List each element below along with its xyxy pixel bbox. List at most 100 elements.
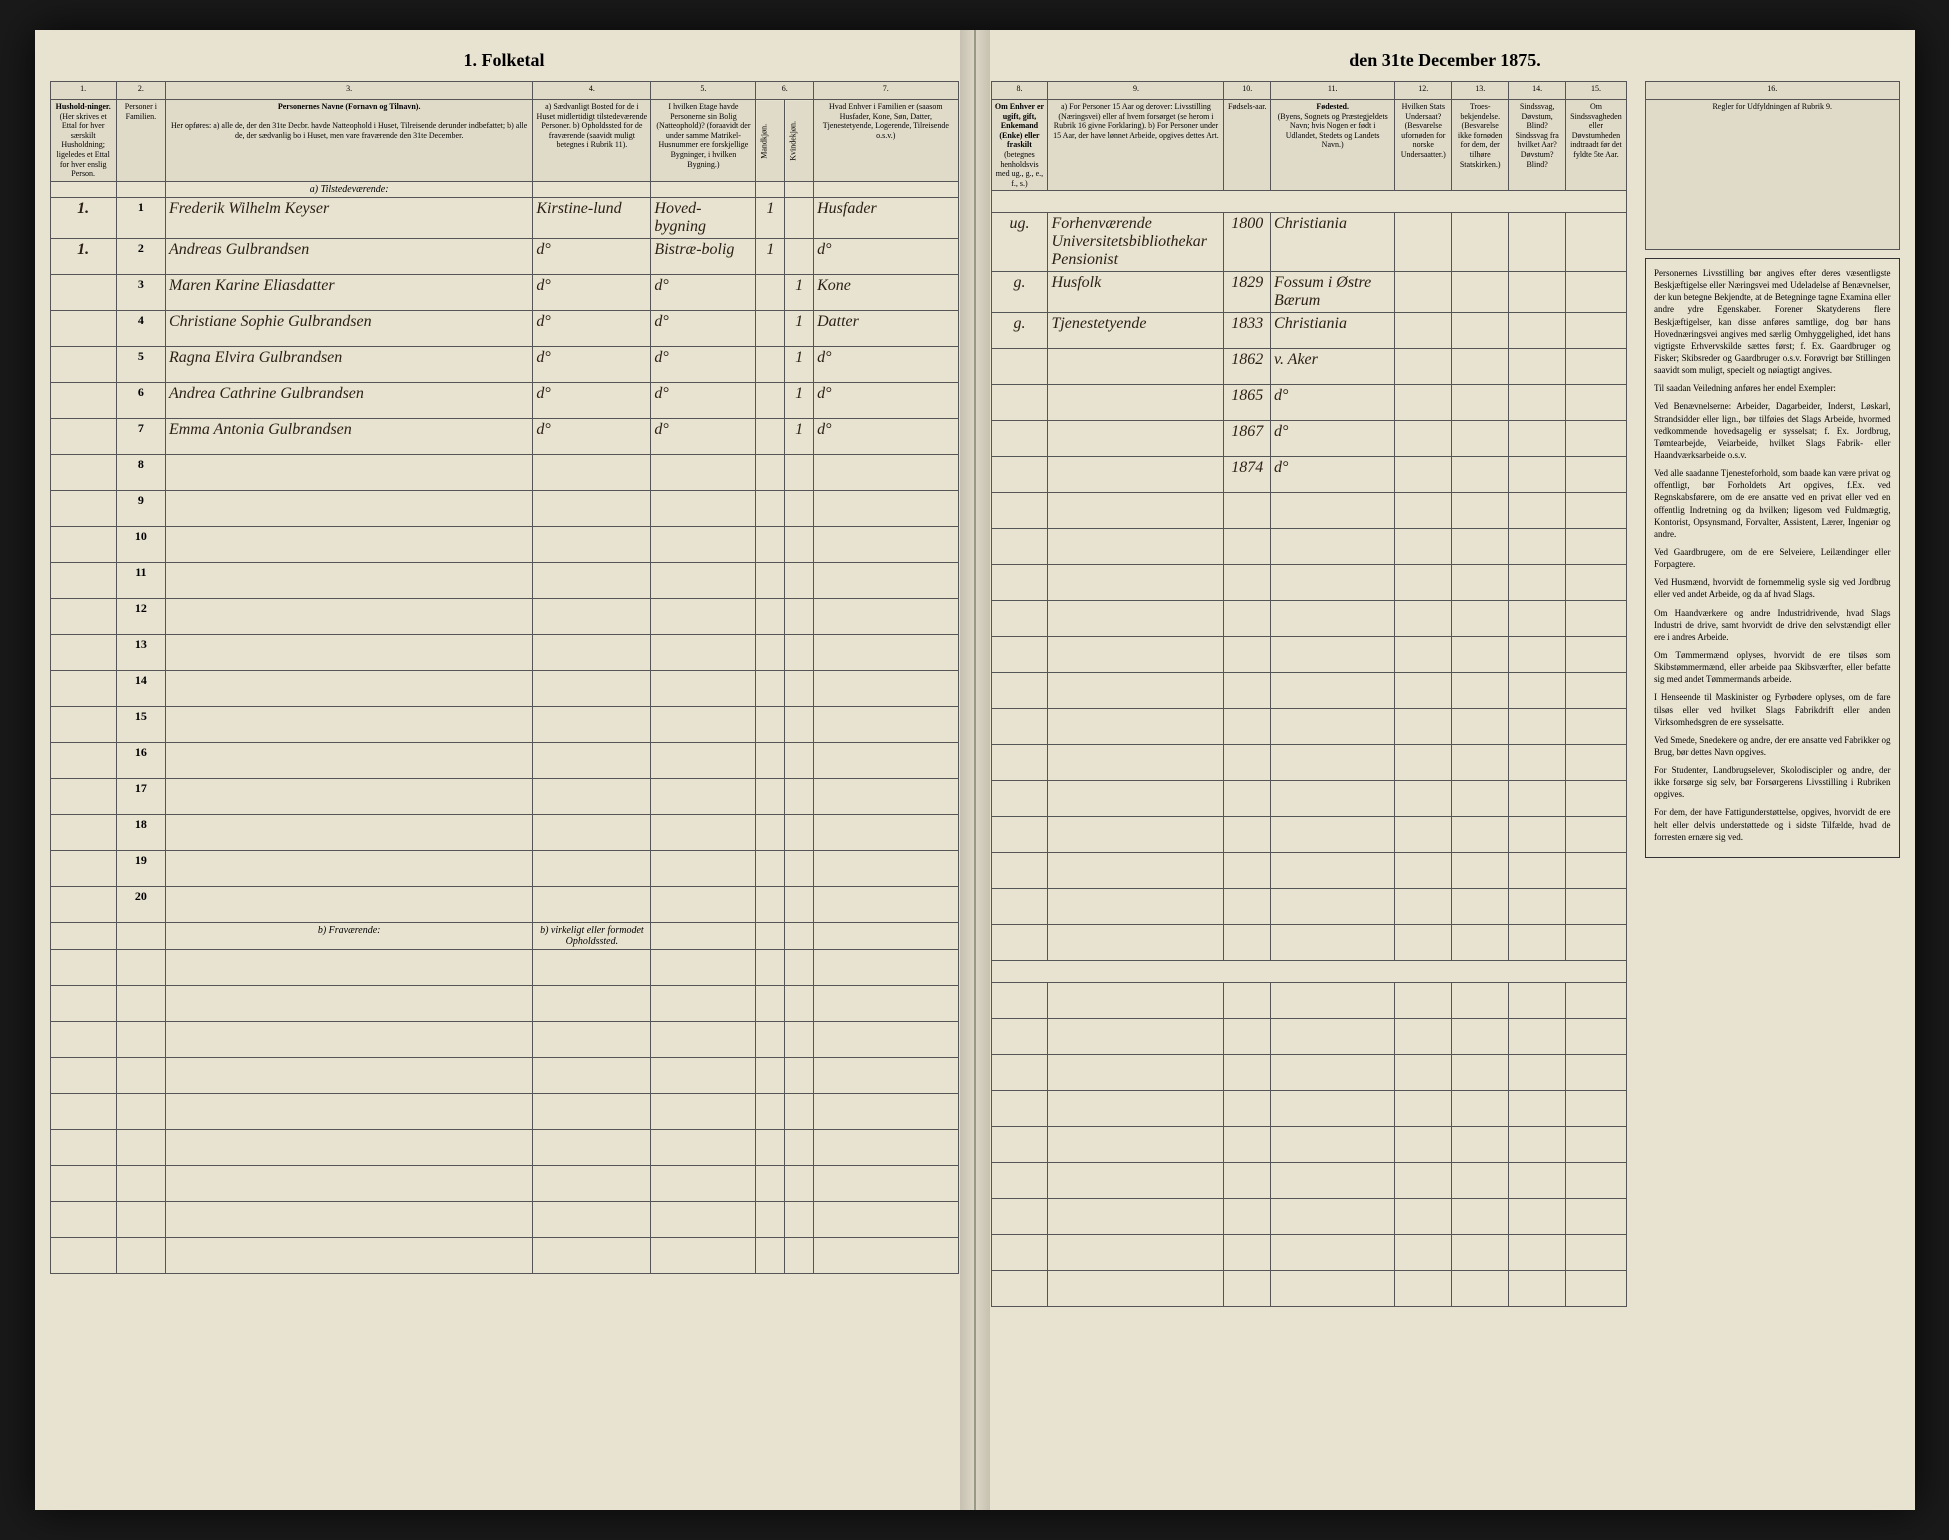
h3: Personernes Navne (Fornavn og Tilnavn).H… xyxy=(165,100,532,182)
row-num: 20 xyxy=(116,886,165,922)
empty-row xyxy=(991,709,1626,745)
bosted: d° xyxy=(533,418,651,454)
rules-paragraph: For dem, der have Fattigunderstøttelse, … xyxy=(1654,806,1891,842)
table-row: 1862v. Aker xyxy=(991,349,1626,385)
col-1: 1. xyxy=(50,82,116,100)
person-num: 7 xyxy=(116,418,165,454)
left-page: 1. Folketal 1. 2. 3. 4. 5. 6. 7. Hushold… xyxy=(35,30,976,1510)
colnum-row-r: 8. 9. 10. 11. 12. 13. 14. 15. xyxy=(991,82,1626,100)
h8: Om Enhver er ugift, gift, Enkemand (Enke… xyxy=(991,100,1048,191)
kk: 1 xyxy=(785,310,814,346)
person-name: Emma Antonia Gulbrandsen xyxy=(165,418,532,454)
census-book: 1. Folketal 1. 2. 3. 4. 5. 6. 7. Hushold… xyxy=(35,30,1915,1510)
table-row: ug.Forhenværende Universitetsbibliotheka… xyxy=(991,213,1626,272)
empty-row xyxy=(50,1237,958,1273)
etage: d° xyxy=(651,382,756,418)
rules-paragraph: Om Tømmermænd oplyses, hvorvidt de ere t… xyxy=(1654,649,1891,685)
empty-row xyxy=(991,601,1626,637)
empty-row xyxy=(50,949,958,985)
empty-row xyxy=(50,1165,958,1201)
row-num: 17 xyxy=(116,778,165,814)
rules-box: Personernes Livsstilling bør angives eft… xyxy=(1645,258,1900,858)
h4: a) Sædvanligt Bosted for de i Huset midl… xyxy=(533,100,651,182)
row-num xyxy=(116,1057,165,1093)
section-b: b) Fraværende: xyxy=(165,922,532,949)
hushold-num xyxy=(50,382,116,418)
row-num: 18 xyxy=(116,814,165,850)
hushold-num: 1. xyxy=(50,238,116,274)
person-num: 2 xyxy=(116,238,165,274)
h16: Regler for Udfyldningen af Rubrik 9. xyxy=(1645,100,1899,250)
rules-paragraph: Ved Benævnelserne: Arbeider, Dagarbeider… xyxy=(1654,400,1891,461)
civil xyxy=(991,385,1048,421)
h15: Om Sindssvagheden eller Døvstumheden ind… xyxy=(1566,100,1627,191)
person-name: Andreas Gulbrandsen xyxy=(165,238,532,274)
row-num xyxy=(116,1201,165,1237)
rules-paragraph: Om Haandværkere og andre Industridrivend… xyxy=(1654,607,1891,643)
empty-row xyxy=(50,1093,958,1129)
birth-year: 1865 xyxy=(1224,385,1271,421)
empty-row xyxy=(991,1235,1626,1271)
col-3: 3. xyxy=(165,82,532,100)
h7: Hvad Enhver i Familien er (saasom Husfad… xyxy=(814,100,958,182)
etage: d° xyxy=(651,310,756,346)
row-num xyxy=(116,1021,165,1057)
colnum-row: 1. 2. 3. 4. 5. 6. 7. xyxy=(50,82,958,100)
bosted: d° xyxy=(533,274,651,310)
empty-row xyxy=(991,925,1626,961)
row-num: 16 xyxy=(116,742,165,778)
empty-row xyxy=(991,1127,1626,1163)
row-num xyxy=(116,985,165,1021)
hushold-num xyxy=(50,346,116,382)
empty-row: 18 xyxy=(50,814,958,850)
relation: d° xyxy=(814,238,958,274)
birth-place: Christiania xyxy=(1271,213,1395,272)
row-num xyxy=(116,1129,165,1165)
person-num: 5 xyxy=(116,346,165,382)
table-row: g.Husfolk1829Fossum i Østre Bærum xyxy=(991,272,1626,313)
empty-row xyxy=(991,1163,1626,1199)
occupation xyxy=(1048,385,1224,421)
col-12: 12. xyxy=(1395,82,1452,100)
kk: 1 xyxy=(785,274,814,310)
section-b-row: b) Fraværende: b) virkeligt eller formod… xyxy=(50,922,958,949)
empty-row: 17 xyxy=(50,778,958,814)
empty-row xyxy=(991,817,1626,853)
table-row: 5Ragna Elvira Gulbrandsend°d°1d° xyxy=(50,346,958,382)
empty-row xyxy=(991,1055,1626,1091)
bosted: d° xyxy=(533,346,651,382)
col-2: 2. xyxy=(116,82,165,100)
civil: g. xyxy=(991,272,1048,313)
right-page: den 31te December 1875. 8. 9. 10. 11. 12… xyxy=(976,30,1915,1510)
empty-row xyxy=(50,1057,958,1093)
row-num: 11 xyxy=(116,562,165,598)
mk xyxy=(756,382,785,418)
row-num xyxy=(116,949,165,985)
birth-place: v. Aker xyxy=(1271,349,1395,385)
rules-paragraph: Ved Husmænd, hvorvidt de fornemmelig sys… xyxy=(1654,576,1891,600)
h10: Fødsels-aar. xyxy=(1224,100,1271,191)
person-name: Maren Karine Eliasdatter xyxy=(165,274,532,310)
relation: Kone xyxy=(814,274,958,310)
table-row: 4Christiane Sophie Gulbrandsend°d°1Datte… xyxy=(50,310,958,346)
table-row: 1867d° xyxy=(991,421,1626,457)
page-title-left: 1. Folketal xyxy=(50,50,959,71)
birth-year: 1829 xyxy=(1224,272,1271,313)
section-a: a) Tilstedeværende: xyxy=(165,181,532,197)
col-11: 11. xyxy=(1271,82,1395,100)
row-num xyxy=(116,1093,165,1129)
col-8: 8. xyxy=(991,82,1048,100)
person-name: Ragna Elvira Gulbrandsen xyxy=(165,346,532,382)
h13: Troes-bekjendelse. (Besvarelse ikke forn… xyxy=(1452,100,1509,191)
empty-row: 10 xyxy=(50,526,958,562)
hushold-num xyxy=(50,274,116,310)
h9: a) For Personer 15 Aar og derover: Livss… xyxy=(1048,100,1224,191)
h12: Hvilken Stats Undersaat? (Besvarelse ufo… xyxy=(1395,100,1452,191)
row-num xyxy=(116,1165,165,1201)
row-num: 15 xyxy=(116,706,165,742)
row-num: 8 xyxy=(116,454,165,490)
empty-row xyxy=(991,745,1626,781)
table-row: 1874d° xyxy=(991,457,1626,493)
empty-row xyxy=(991,853,1626,889)
bosted: d° xyxy=(533,238,651,274)
